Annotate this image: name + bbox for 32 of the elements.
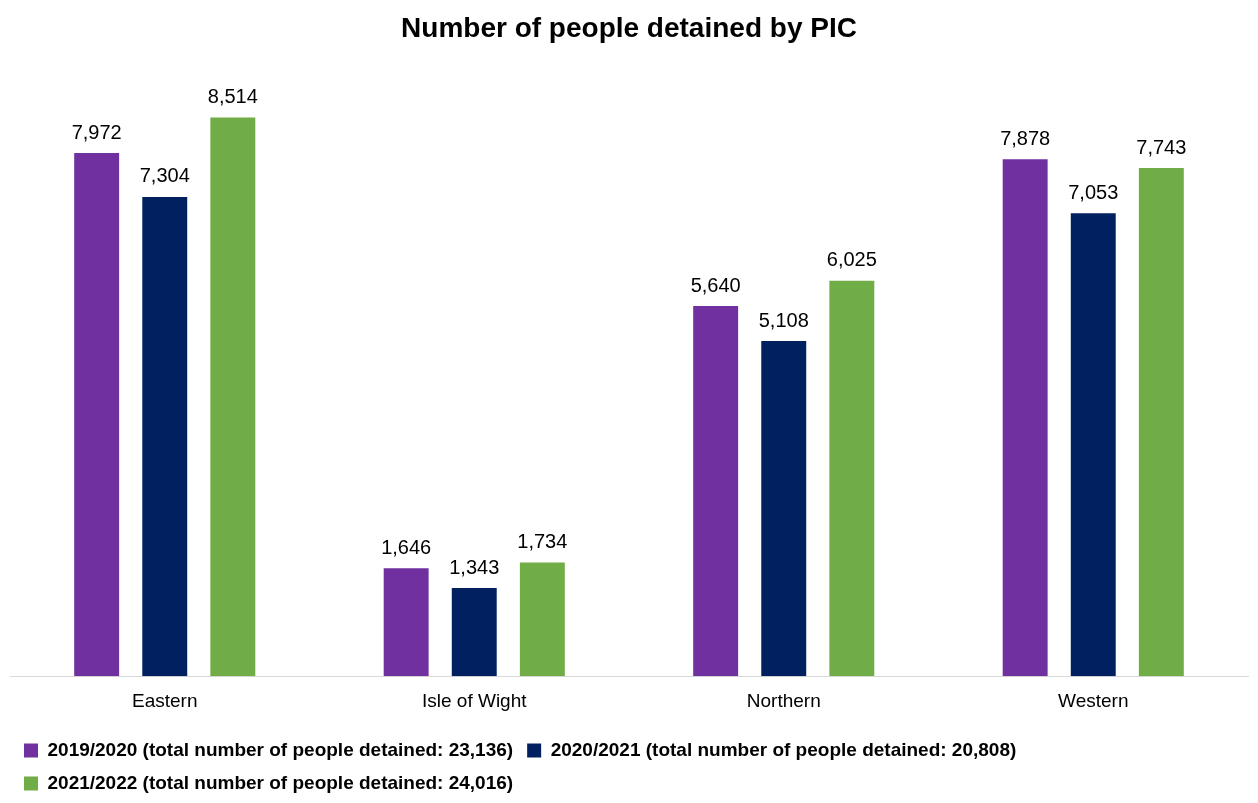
- bar: [1138, 168, 1184, 677]
- data-label: 7,743: [1136, 135, 1187, 158]
- data-label: 7,972: [71, 120, 122, 143]
- x-tick-label: Eastern: [132, 689, 198, 711]
- data-label: 8,514: [207, 85, 258, 108]
- bar: [142, 196, 188, 677]
- chart-title: Number of people detained by PIC: [401, 11, 857, 43]
- bar: [1070, 213, 1116, 677]
- data-label: 7,878: [1000, 126, 1051, 149]
- bar: [829, 280, 875, 677]
- bar: [210, 117, 256, 677]
- x-tick-label: Northern: [746, 689, 821, 711]
- bar: [74, 153, 120, 677]
- legend-label: 2020/2021 (total number of people detained: 20,808): [550, 738, 1017, 760]
- bar: [761, 341, 807, 677]
- x-tick-label: Isle of Wight: [421, 689, 528, 711]
- legend-label: 2021/2022 (total number of people detained: 24,016): [47, 771, 514, 793]
- data-label: 1,734: [517, 529, 568, 552]
- data-label: 7,053: [1068, 180, 1119, 203]
- bar: [693, 306, 739, 677]
- data-label: 7,304: [139, 164, 190, 187]
- x-tick-label: Western: [1058, 689, 1129, 711]
- data-label: 1,343: [449, 555, 500, 578]
- bar: [451, 588, 497, 677]
- data-label: 5,108: [758, 308, 809, 331]
- bar: [1002, 159, 1048, 677]
- bar: [519, 562, 565, 677]
- data-label: 5,640: [690, 273, 741, 296]
- bar: [383, 568, 429, 677]
- legend-label: 2019/2020 (total number of people detained: 23,136): [47, 738, 514, 760]
- data-label: 1,646: [381, 535, 432, 558]
- data-label: 6,025: [826, 248, 877, 271]
